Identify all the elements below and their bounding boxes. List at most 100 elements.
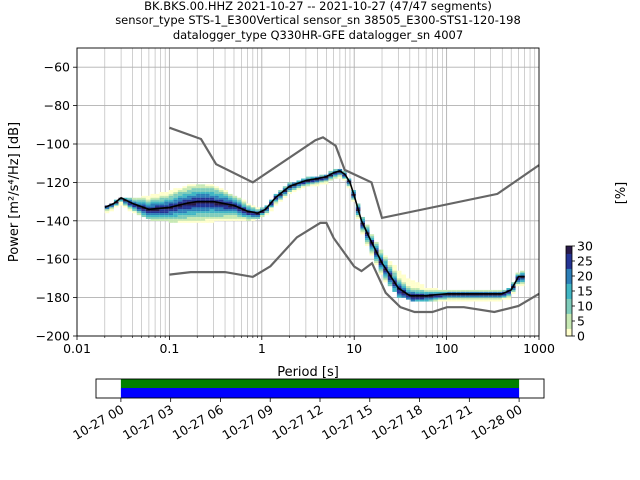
psd-bin <box>419 284 425 287</box>
psd-bin <box>200 207 206 210</box>
psd-bin <box>177 190 183 193</box>
x-axis-label: Period [s] <box>277 365 339 380</box>
psd-bin <box>369 236 375 239</box>
psd-bin <box>469 295 475 298</box>
psd-bin <box>483 297 489 300</box>
psd-bin <box>218 215 224 218</box>
psd-bin <box>168 197 174 200</box>
psd-bin <box>196 211 201 214</box>
psd-bin <box>214 203 219 206</box>
psd-bin <box>228 218 233 221</box>
psd-bin <box>378 264 384 267</box>
psd-bin <box>241 199 247 202</box>
psd-bin <box>447 295 452 298</box>
psd-bin <box>333 168 338 171</box>
psd-bin <box>296 188 302 191</box>
psd-bin <box>145 209 151 212</box>
psd-bin <box>209 220 215 223</box>
psd-bin <box>182 216 187 219</box>
psd-bin <box>200 218 206 221</box>
psd-bin <box>378 272 384 275</box>
coverage-tick-label: 10-27 00 <box>70 402 126 443</box>
psd-bin <box>392 288 397 291</box>
psd-bin <box>182 197 187 200</box>
psd-bin <box>360 226 365 229</box>
psd-bin <box>182 213 187 216</box>
psd-bin <box>218 213 224 216</box>
psd-bin <box>228 207 233 210</box>
psd-bin <box>469 291 475 294</box>
psd-bin <box>104 211 110 214</box>
psd-bin <box>223 218 229 221</box>
psd-bin <box>301 178 306 181</box>
psd-bin <box>186 207 192 210</box>
psd-bin <box>269 209 274 212</box>
psd-bin <box>342 176 347 179</box>
psd-bin <box>410 297 416 300</box>
psd-bin <box>173 193 178 196</box>
psd-bin <box>191 190 197 193</box>
psd-bin <box>209 213 215 216</box>
psd-bin <box>419 295 425 298</box>
y-tick-label: −120 <box>36 175 70 190</box>
psd-bin <box>218 205 224 208</box>
psd-bin <box>150 205 156 208</box>
psd-bin <box>237 209 242 212</box>
psd-bin <box>415 297 420 300</box>
psd-bin <box>150 197 156 200</box>
psd-bin <box>387 270 393 273</box>
psd-bin <box>141 205 146 208</box>
psd-bin <box>510 288 516 291</box>
psd-bin <box>164 211 169 214</box>
psd-bin <box>200 201 206 204</box>
psd-bin <box>383 278 388 281</box>
psd-bin <box>250 207 256 210</box>
psd-bin <box>191 188 197 191</box>
psd-bin <box>205 188 210 191</box>
psd-bin <box>305 184 311 187</box>
psd-bin <box>510 282 516 285</box>
psd-bin <box>241 216 247 219</box>
psd-bin <box>200 220 206 223</box>
psd-bin <box>200 213 206 216</box>
colorbar-segment <box>566 297 572 299</box>
x-tick-label: 0.01 <box>63 341 91 356</box>
psd-bin <box>237 213 242 216</box>
psd-bin <box>364 241 370 244</box>
psd-bin <box>401 295 407 298</box>
colorbar-segment <box>566 316 572 319</box>
psd-bin <box>447 297 452 300</box>
psd-bin <box>428 295 434 298</box>
psd-bin <box>410 295 416 298</box>
psd-bin <box>474 293 480 296</box>
psd-bin <box>374 259 379 262</box>
psd-bin <box>209 218 215 221</box>
psd-bin <box>173 211 178 214</box>
psd-plot: 0.01 0.1 1 10 100 1000 −60 −80 −100 −120 −140 −160… <box>7 47 555 380</box>
psd-bin <box>342 170 347 173</box>
psd-bin <box>497 289 502 292</box>
psd-bin <box>186 216 192 219</box>
psd-bin <box>383 280 388 283</box>
psd-bin <box>424 295 429 298</box>
psd-bin <box>228 209 233 212</box>
psd-bin <box>255 209 260 212</box>
psd-bin <box>483 289 489 292</box>
psd-bin <box>218 195 224 198</box>
psd-bin <box>469 289 475 292</box>
psd-bin <box>428 288 434 291</box>
psd-bin <box>360 216 365 219</box>
psd-bin <box>287 182 292 185</box>
colorbar-segment <box>566 261 572 263</box>
colorbar-tick-label: 20 <box>577 269 593 284</box>
psd-bin <box>415 284 420 287</box>
coverage-tick-label: 10-27 12 <box>269 402 325 443</box>
psd-bin <box>497 291 502 294</box>
psd-bin <box>296 180 302 183</box>
psd-bin <box>218 203 224 206</box>
psd-bin <box>168 192 174 195</box>
psd-bin <box>465 293 470 296</box>
psd-bin <box>209 211 215 214</box>
psd-bin <box>287 184 292 187</box>
psd-bin <box>145 216 151 219</box>
